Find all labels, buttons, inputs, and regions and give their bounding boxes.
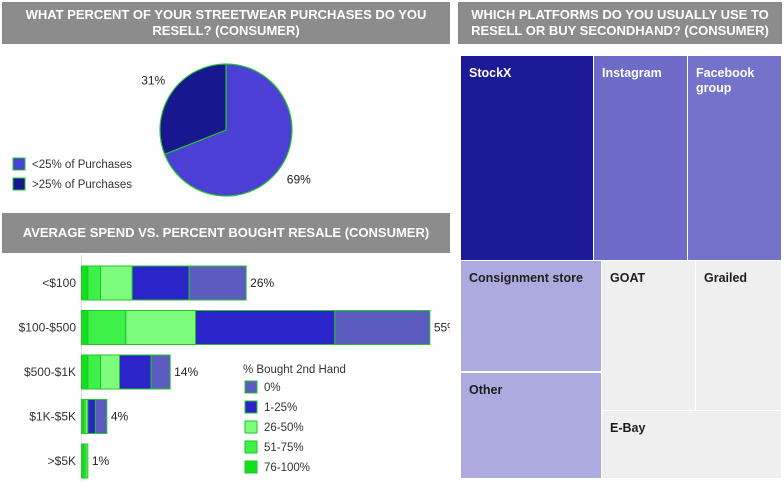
pie-legend-swatch-25-of-purchases (12, 157, 26, 171)
bar-segment-100-500-0 (334, 310, 431, 345)
bar-segment-500-1k-76-100 (81, 354, 89, 390)
treemap-title: WHICH PLATFORMS DO YOU USUALLY USE TO RE… (458, 2, 782, 44)
bar-segment-5k-26-50 (85, 443, 89, 479)
pie-chart: 69% 31% <25% of Purchases >25% of Purchase… (12, 63, 311, 197)
bar-category-500-1k: $500-$1K (24, 365, 76, 379)
bar-segment-1k-5k-1-25 (87, 399, 96, 434)
bar-legend-label-76-100: 76-100% (264, 462, 310, 474)
bar-legend-title: % Bought 2nd Hand (243, 364, 346, 376)
treemap: StockX Instagram Facebook group Consignm… (461, 56, 781, 478)
bar-legend-swatch-1-25 (244, 400, 258, 414)
bar-legend-label-1-25: 1-25% (264, 402, 297, 414)
bar-legend-swatch-0 (244, 380, 258, 394)
pie-slice-25-of-purchases (163, 63, 293, 197)
bar-legend-label-26-50: 26-50% (264, 422, 304, 434)
bar-segment-100-51-75 (87, 265, 102, 301)
treemap-cell-instagram: Instagram (594, 56, 688, 260)
bar-legend-label-51-75: 51-75% (264, 442, 304, 454)
pie-chart-title: WHAT PERCENT OF YOUR STREETWEAR PURCHASE… (2, 2, 450, 44)
treemap-cell-grailed: Grailed (696, 260, 781, 410)
treemap-label-goat: GOAT (610, 271, 646, 285)
bar-segment-100-500-76-100 (81, 310, 89, 345)
treemap-cell-other: Other (461, 371, 602, 478)
bar-segment-100-1-25 (131, 265, 190, 301)
bar-legend-swatch-51-75 (244, 440, 258, 454)
treemap-label-grailed: Grailed (704, 271, 748, 285)
treemap-label-e-bay: E-Bay (610, 421, 646, 435)
bar-category-100-500: $100-$500 (19, 321, 77, 335)
bar-legend-swatch-26-50 (244, 420, 258, 434)
bar-legend-label-0: 0% (264, 382, 281, 394)
stacked-bar-chart: <$100 $100-$500 $500-$1K $1K-$5K >$5K 26% 55%… (19, 255, 450, 481)
treemap-label-instagram: Instagram (602, 66, 662, 80)
treemap-cell-facebook-group: Facebook group (688, 56, 781, 260)
bar-category-100: <$100 (42, 276, 76, 290)
pie-legend-label-25-of-purchases: <25% of Purchases (32, 159, 132, 171)
bar-chart-title: AVERAGE SPEND VS. PERCENT BOUGHT RESALE … (2, 213, 450, 253)
treemap-cell-stockx: StockX (461, 56, 594, 260)
bar-total-5k: 1% (92, 454, 110, 468)
bar-segment-100-500-26-50 (125, 310, 196, 345)
treemap-cell-e-bay: E-Bay (602, 410, 781, 478)
bar-total-1k-5k: 4% (111, 410, 129, 424)
bar-segment-1k-5k-0 (94, 399, 108, 434)
bar-segment-500-1k-51-75 (87, 354, 102, 390)
bar-category-5k: >$5K (48, 454, 76, 468)
bar-segment-100-0 (188, 265, 247, 301)
treemap-cell-goat: GOAT (602, 260, 696, 410)
treemap-label-other: Other (469, 383, 503, 397)
bar-segment-100-500-51-75 (87, 310, 127, 345)
pie-label-25-of-purchases: 69% (287, 172, 311, 186)
bar-category-1k-5k: $1K-$5K (29, 410, 76, 424)
treemap-label-facebook-group: Facebook group (696, 66, 755, 95)
pie-label-25-of-purchases: 31% (141, 74, 165, 88)
bar-total-500-1k: 14% (174, 365, 198, 379)
pie-legend-label-25-of-purchases: >25% of Purchases (32, 179, 132, 191)
bar-segment-100-76-100 (81, 265, 89, 301)
treemap-label-consignment-store: Consignment store (469, 271, 583, 285)
treemap-label-stockx: StockX (469, 66, 512, 80)
pie-legend-swatch-25-of-purchases (12, 177, 26, 191)
bar-segment-100-26-50 (100, 265, 133, 301)
bar-total-100: 26% (250, 276, 274, 290)
treemap-cell-consignment-store: Consignment store (461, 260, 602, 371)
bar-segment-500-1k-0 (150, 354, 171, 390)
bar-segment-500-1k-1-25 (119, 354, 152, 390)
bar-total-100-500: 55% (434, 321, 450, 335)
bar-legend-swatch-76-100 (244, 460, 258, 474)
bar-segment-100-500-1-25 (195, 310, 336, 345)
bar-segment-500-1k-26-50 (100, 354, 120, 390)
pie-slice-25-of-purchases (159, 63, 227, 156)
